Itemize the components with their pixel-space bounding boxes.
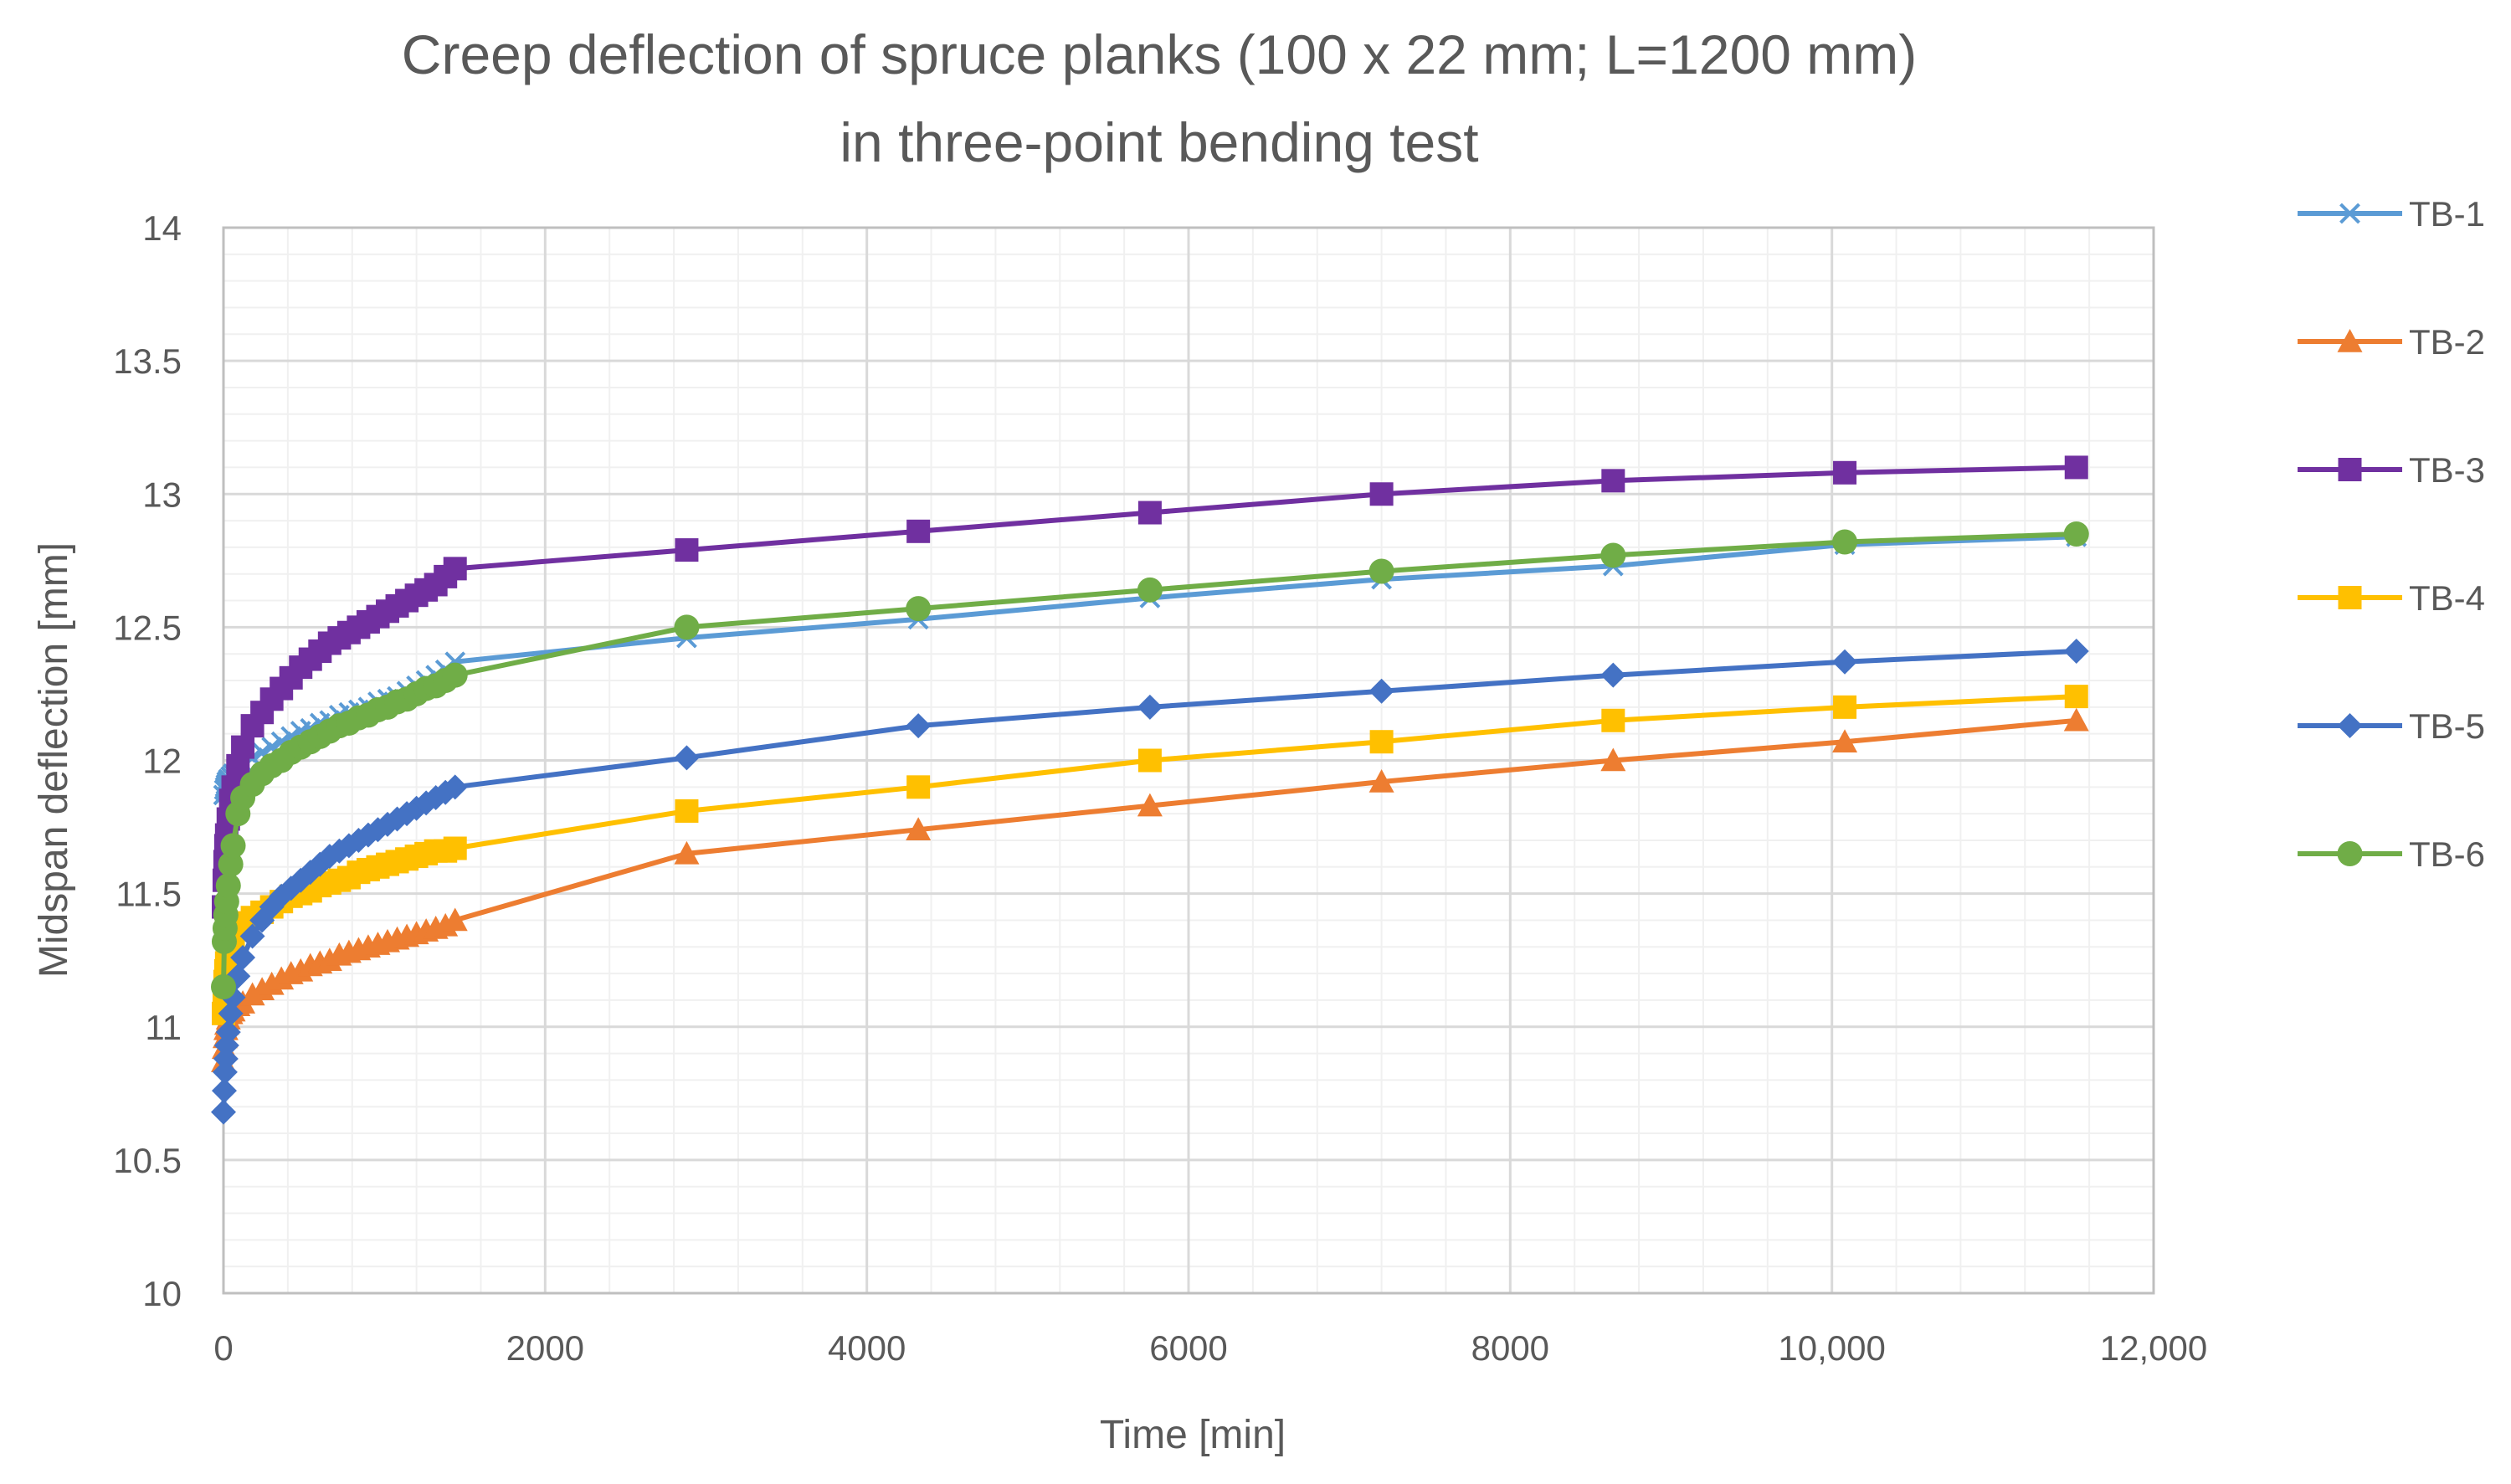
legend-label-tb-3: TB-3 [2409,450,2485,490]
data-point-tb-4 [443,836,467,860]
y-tick-label: 12 [142,742,182,781]
data-point-tb-6 [1368,558,1394,584]
legend-label-tb-5: TB-5 [2409,706,2485,746]
data-point-tb-6 [1137,577,1163,603]
data-point-tb-6 [674,614,700,640]
data-point-tb-5 [1368,678,1394,704]
legend-item-tb-6: TB-6 [2298,834,2485,874]
data-point-tb-2 [1368,768,1394,793]
data-point-tb-3 [2064,455,2088,480]
y-tick-label: 12.5 [113,608,182,647]
data-point-tb-3 [1369,482,1394,506]
y-tick-label: 10.5 [113,1141,182,1180]
data-point-tb-6 [215,873,241,899]
data-point-tb-6 [1832,529,1858,555]
y-axis-tick-labels: 10 10.5 11 11.5 12 12.5 13 13.5 14 [113,208,182,1313]
data-point-tb-6 [2063,521,2089,547]
data-point-tb-5 [674,745,700,771]
y-tick-label: 11 [145,1008,182,1047]
data-point-tb-5 [1832,649,1858,675]
legend-label-tb-4: TB-4 [2409,578,2485,618]
data-point-tb-4 [1137,748,1162,773]
data-point-tb-5 [230,945,256,971]
legend-item-tb-5: TB-5 [2298,706,2485,746]
legend-item-tb-4: TB-4 [2298,578,2485,618]
data-point-tb-5 [1137,694,1163,720]
data-point-tb-3 [1137,501,1162,525]
chart-title-line-1: Creep deflection of spruce planks (100 x… [402,23,1917,85]
series-tb-5 [211,639,2089,1125]
data-point-tb-4 [906,775,931,799]
data-point-tb-3 [1601,469,1625,493]
y-tick-label: 10 [142,1274,182,1313]
legend-label-tb-2: TB-2 [2409,322,2485,362]
data-point-tb-5 [239,923,265,949]
x-tick-label: 12,000 [2100,1328,2207,1368]
legend-label-tb-1: TB-1 [2409,194,2485,234]
plot-area-border [222,226,2155,1295]
legend: TB-1 TB-2 TB-3 TB-4 TB-5 TB-6 [2298,194,2485,874]
x-tick-label: 10,000 [1778,1328,1885,1368]
data-point-tb-4 [675,798,699,823]
data-point-tb-6 [211,974,236,1000]
data-point-tb-5 [906,713,932,739]
data-point-tb-2 [2063,707,2089,732]
data-point-tb-4 [1833,695,1857,719]
data-point-tb-6 [906,596,932,622]
y-tick-label: 11.5 [116,875,182,914]
data-point-tb-3 [906,519,931,543]
x-axis-title: Time [min] [1100,1413,1286,1457]
data-point-tb-5 [218,1000,244,1026]
data-point-tb-5 [211,1099,236,1125]
data-point-tb-4 [1369,730,1394,754]
legend-marker-tb-3 [2338,458,2362,481]
y-tick-label: 13.5 [113,341,182,381]
data-point-tb-6 [1600,542,1626,568]
y-axis-title: Midspan deflection [mm] [32,542,76,978]
legend-item-tb-2: TB-2 [2298,322,2485,362]
data-point-tb-4 [1601,708,1625,732]
legend-marker-tb-4 [2338,586,2362,609]
x-tick-label: 6000 [1149,1328,1227,1368]
data-point-tb-3 [1833,460,1857,485]
data-point-tb-6 [220,833,246,859]
legend-label-tb-6: TB-6 [2409,834,2485,874]
data-series [211,455,2089,1125]
data-point-tb-2 [1832,729,1858,752]
data-point-tb-5 [442,774,468,800]
legend-marker-tb-2 [2337,329,2363,352]
y-tick-label: 14 [142,208,182,248]
data-point-tb-6 [442,662,468,688]
data-point-tb-5 [215,1019,241,1045]
data-point-tb-3 [443,557,467,581]
legend-item-tb-3: TB-3 [2298,450,2485,490]
x-tick-label: 0 [213,1328,233,1368]
x-tick-label: 2000 [506,1328,584,1368]
data-point-tb-4 [2064,685,2088,709]
x-tick-label: 4000 [828,1328,906,1368]
data-point-tb-2 [1137,793,1163,817]
y-tick-label: 13 [142,475,182,514]
data-point-tb-3 [231,735,255,759]
data-point-tb-2 [906,817,932,840]
legend-marker-tb-6 [2337,841,2363,866]
data-point-tb-3 [675,538,699,562]
data-point-tb-5 [2063,639,2089,665]
legend-marker-tb-5 [2337,713,2363,738]
series-tb-6 [211,521,2089,1000]
data-point-tb-5 [1600,662,1626,688]
data-point-tb-2 [674,840,700,865]
x-axis-tick-labels: 0 2000 4000 6000 8000 10,000 12,000 [213,1328,2207,1368]
chart-title-line-2: in three-point bending test [840,111,1478,173]
x-tick-label: 8000 [1471,1328,1549,1368]
data-point-tb-2 [1600,747,1626,772]
data-point-tb-2 [442,907,468,932]
data-point-tb-6 [218,851,244,877]
data-point-tb-5 [211,1078,237,1104]
legend-marker-tb-1 [2339,203,2360,224]
legend-item-tb-1: TB-1 [2298,194,2485,234]
